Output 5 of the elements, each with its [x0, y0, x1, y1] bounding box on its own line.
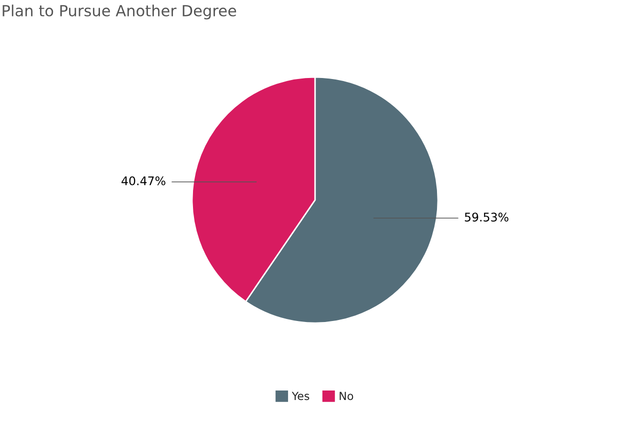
data-label: 40.47% [122, 176, 166, 186]
chart-title: Plan to Pursue Another Degree [2, 4, 236, 20]
legend-label: Yes [292, 392, 310, 400]
legend-label: No [340, 392, 354, 400]
data-label: 59.53% [464, 212, 508, 222]
